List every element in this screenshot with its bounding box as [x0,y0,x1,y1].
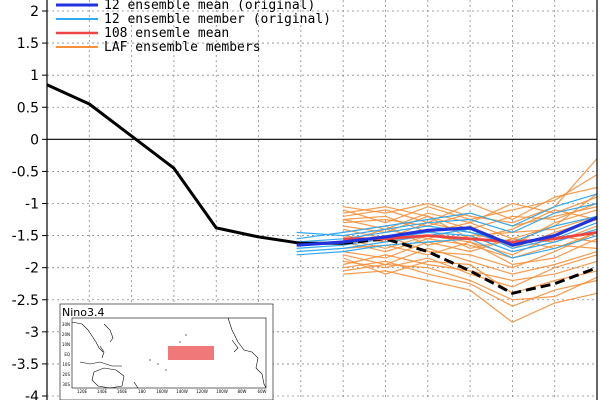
y-axis-ticks: 2 1.5 1 0.5 0 -0.5 -1 -1.5 -2 -2.5 -3 -3.5 -4 [12,4,47,400]
y-tick-label: -3 [25,325,39,341]
y-tick-label: 1 [30,68,39,84]
inset-lat-label: EQ [64,352,70,357]
inset-lat-label: 30S [62,382,70,387]
y-tick-label: 2 [30,4,39,20]
inset-coastlines [71,317,267,389]
y-tick-label: 0 [30,132,39,148]
original-member-line [296,193,598,240]
legend-label: 12 ensemble mean (original) [104,0,315,13]
coastline-americas [227,317,267,389]
island [157,363,159,365]
y-tick-label: -2 [25,261,39,277]
inset-map-frame [71,317,267,389]
island [149,359,151,361]
coastline-philippines [99,345,105,359]
y-tick-label: -2.5 [12,293,39,309]
island [179,341,181,343]
inset-lon-label: 140W [176,389,188,394]
inset-lat-label: 10N [62,342,70,347]
inset-lat-label: 20S [62,372,70,377]
legend: 12 ensemble mean (original) 12 ensemble … [56,0,331,55]
y-tick-label: -0.5 [12,164,39,180]
coastline-mexico [231,339,239,353]
inset-lat-label: 20N [62,332,70,337]
coastline-new-zealand [133,381,139,389]
y-tick-label: -1 [25,197,39,213]
observed-line [46,83,344,245]
legend-item-laf-ensemble-members: LAF ensemble members [56,40,261,55]
laf-member-line [343,186,598,224]
inset-lon-labels: 120E 140E 160E 180 160W 140W 120W 100W 80W 60W [77,389,267,394]
legend-item-ensemble-member-original: 12 ensemble member (original) [56,12,331,27]
inset-lon-label: 140E [97,389,108,394]
original-member-line [296,202,598,237]
ensemble-108-mean-line [343,231,598,244]
inset-lon-label: 160E [117,389,128,394]
nino34-region [168,346,214,360]
inset-lon-label: 180 [138,389,146,394]
y-tick-label: 1.5 [17,36,39,52]
inset-lon-label: 120W [196,389,208,394]
legend-item-ensemble-mean-original: 12 ensemble mean (original) [56,0,315,13]
inset-background [59,303,274,400]
laf-member-line [343,254,598,288]
inset-islands [149,334,187,371]
island [165,369,167,371]
inset-lat-labels: 30N 20N 10N EQ 10S 20S 30S [62,322,71,387]
inset-lon-label: 160W [156,389,168,394]
laf-member-line [342,257,598,294]
inset-lon-label: 60W [257,389,266,394]
laf-member-line [343,238,598,259]
inset-lon-label: 100W [216,389,228,394]
legend-label: 108 ensemle mean [104,26,229,41]
original-member-line [296,235,598,259]
inset-lat-label: 30N [62,322,70,327]
inset-map: Nino3.4 120E 140E 160E 180 160W 140W 120W [59,303,274,400]
coastline-japan [103,323,114,343]
y-tick-label: 0.5 [17,100,39,116]
series-layer [46,83,598,323]
laf-member-line [343,254,598,282]
laf-member-line [343,263,598,301]
coastline-australia [91,367,125,389]
y-tick-label: -1.5 [12,229,39,245]
coastline-indonesia [79,361,122,367]
y-tick-label: -3.5 [12,357,39,373]
inset-title: Nino3.4 [62,306,104,319]
y-tick-label: -4 [25,389,39,400]
island [185,334,187,336]
inset-lon-label: 80W [237,389,246,394]
inset-lat-label: 10S [62,362,70,367]
legend-item-108-ensemble-mean: 108 ensemle mean [56,26,229,41]
ensemble-12-mean-line [296,216,598,247]
original-member-line [296,228,598,253]
inset-lon-label: 120E [77,389,88,394]
laf-member-line [343,260,598,307]
legend-label: LAF ensemble members [104,40,261,55]
laf-member-line [343,270,598,323]
legend-label: 12 ensemble member (original) [104,12,331,27]
coastline-asia [71,321,104,353]
